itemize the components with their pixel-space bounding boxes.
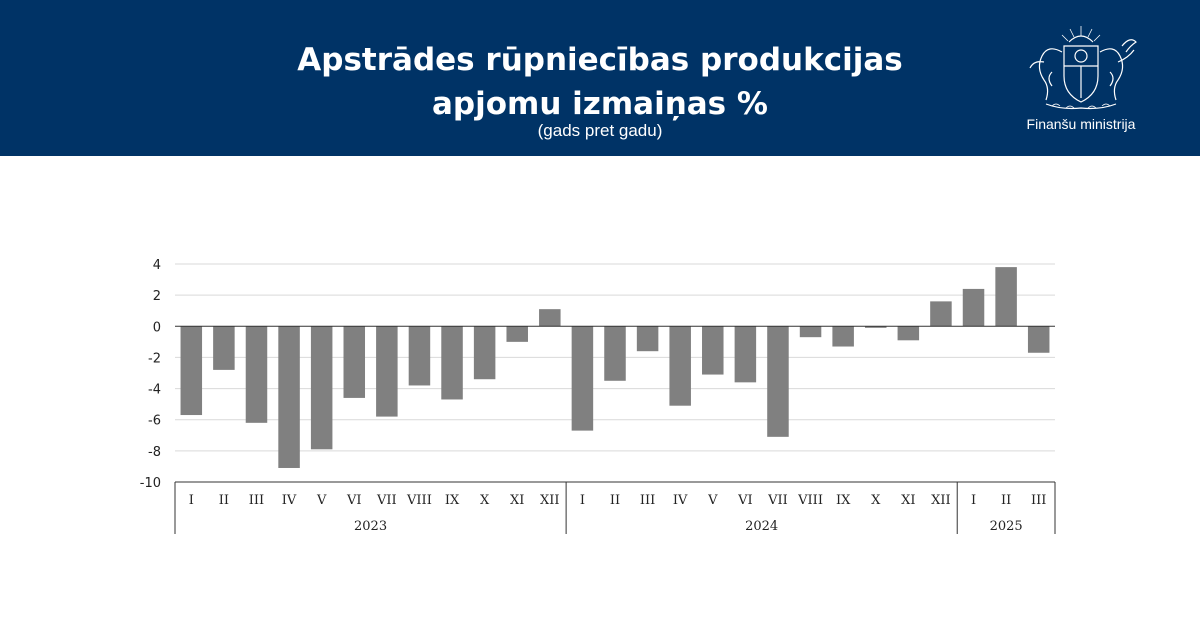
x-tick-label: V [316, 493, 327, 508]
x-tick-label: VII [767, 493, 788, 508]
x-tick-label: XI [510, 493, 524, 508]
bar [1027, 326, 1050, 353]
x-tick-label: II [1001, 493, 1011, 508]
x-tick-label: X [871, 493, 881, 508]
x-tick-label: X [480, 493, 490, 508]
bar [245, 326, 268, 423]
bar [539, 309, 561, 327]
x-tick-label: IV [673, 493, 688, 508]
x-tick-label: I [189, 493, 194, 508]
bar [310, 326, 333, 450]
coat-of-arms-icon [1029, 26, 1137, 110]
bar [278, 326, 300, 468]
x-tick-label: XI [901, 493, 915, 508]
x-tick-label: IV [282, 493, 297, 508]
bar [571, 326, 594, 431]
y-tick-label: -2 [148, 351, 161, 366]
y-tick-label: -8 [148, 445, 161, 460]
bar [767, 326, 789, 437]
bar [441, 326, 463, 400]
y-tick-label: -4 [148, 383, 161, 398]
bar [995, 267, 1017, 327]
y-tick-label: -6 [148, 414, 161, 429]
header-banner [0, 0, 1200, 156]
x-tick-label: I [971, 493, 976, 508]
x-tick-label: XII [931, 493, 951, 508]
bar [832, 326, 854, 347]
x-tick-label: VII [376, 493, 397, 508]
bar [636, 326, 659, 352]
page-subtitle: (gads pret gadu) [537, 121, 663, 140]
bar [897, 326, 920, 341]
x-tick-label: IX [445, 493, 460, 508]
x-tick-label: II [610, 493, 620, 508]
y-tick-label: 0 [153, 320, 161, 335]
y-tick-label: 2 [153, 289, 161, 304]
group-label: 2023 [354, 519, 387, 534]
x-tick-label: I [580, 493, 585, 508]
y-tick-label: -10 [140, 476, 161, 491]
x-tick-label: VIII [406, 493, 432, 508]
bar [669, 326, 691, 406]
group-label: 2024 [745, 519, 778, 534]
bar [213, 326, 235, 370]
ministry-name: Finanšu ministrija [1026, 116, 1136, 132]
bar [343, 326, 366, 398]
group-label: 2025 [990, 519, 1023, 534]
x-tick-label: VIII [797, 493, 823, 508]
bar [962, 288, 985, 327]
bar [604, 326, 626, 381]
bar [734, 326, 757, 383]
x-tick-label: III [640, 493, 655, 508]
x-tick-label: XII [540, 493, 560, 508]
bar [408, 326, 431, 386]
page-title: Apstrādes rūpniecības produkcijas apjomu… [200, 38, 1000, 126]
x-tick-label: V [707, 493, 718, 508]
bar [799, 326, 822, 338]
x-tick-label: III [249, 493, 264, 508]
x-tick-label: VI [737, 493, 753, 508]
x-tick-label: III [1031, 493, 1046, 508]
bar [930, 301, 952, 327]
x-tick-label: VI [346, 493, 362, 508]
bar [506, 326, 528, 342]
x-tick-label: II [219, 493, 229, 508]
bar [473, 326, 496, 380]
title-line-2: apjomu izmaiņas % [431, 86, 768, 122]
x-tick-label: IX [836, 493, 851, 508]
bar [702, 326, 724, 375]
y-tick-label: 4 [153, 258, 161, 273]
bar [864, 326, 887, 328]
title-line-1: Apstrādes rūpniecības produkcijas [297, 42, 903, 78]
bar [180, 326, 203, 416]
bar [376, 326, 398, 417]
